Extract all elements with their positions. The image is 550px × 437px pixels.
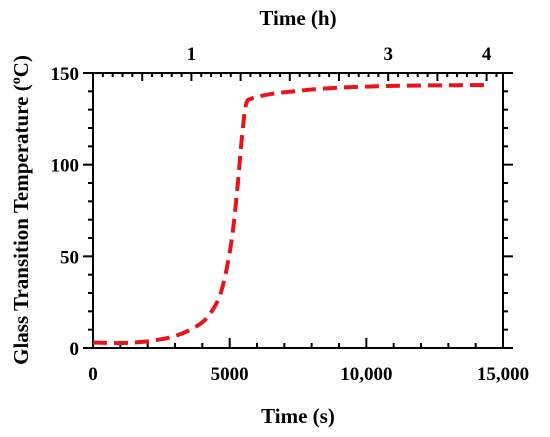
x-tick-label: 5000 bbox=[211, 364, 249, 385]
x2-tick-label: 4 bbox=[482, 44, 492, 65]
y-axis-label: Glass Transition Temperature (oC) bbox=[9, 55, 33, 365]
plot-frame bbox=[92, 72, 504, 349]
y-axis-label-sup: o bbox=[9, 77, 24, 84]
y-tick-label: 150 bbox=[51, 64, 80, 85]
tick-labels: 0 5000 10,000 15,000 0 50 100 150 1 3 4 bbox=[51, 44, 530, 385]
x-tick-label: 10,000 bbox=[340, 364, 392, 385]
x2-axis-label: Time (h) bbox=[259, 6, 336, 30]
series bbox=[92, 83, 490, 346]
y-tick-label: 100 bbox=[51, 156, 80, 177]
y-tick-label: 0 bbox=[70, 339, 80, 360]
x-tick-label: 15,000 bbox=[477, 364, 529, 385]
y-tick-label: 50 bbox=[60, 247, 79, 268]
x-axis-label: Time (s) bbox=[261, 404, 335, 428]
ticks bbox=[83, 72, 513, 349]
y-axis-label-main: Glass Transition Temperature ( bbox=[9, 84, 33, 365]
x2-tick-label: 3 bbox=[383, 44, 393, 65]
x-tick-label: 0 bbox=[88, 364, 98, 385]
x2-tick-label: 1 bbox=[187, 44, 197, 65]
series-line-0 bbox=[92, 83, 490, 346]
y-axis-label-end: C) bbox=[9, 55, 33, 77]
